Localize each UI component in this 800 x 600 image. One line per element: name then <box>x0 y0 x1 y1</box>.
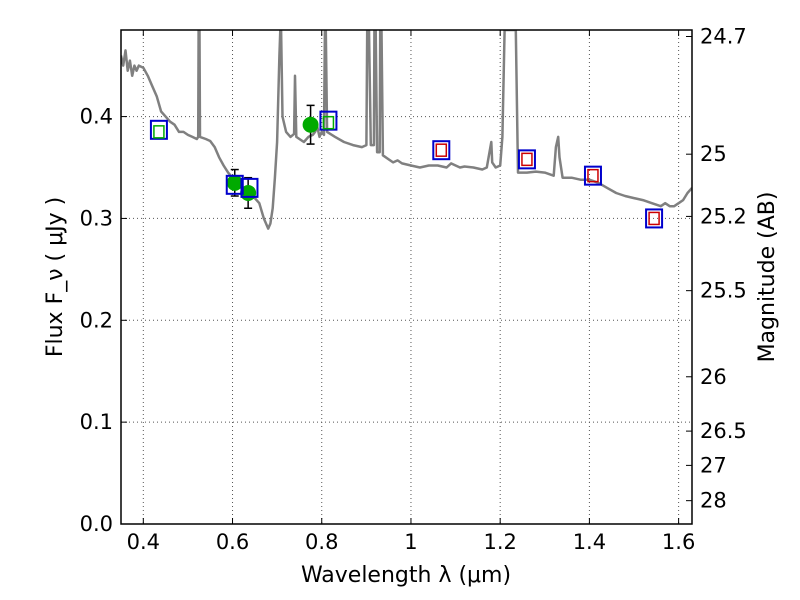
y2-tick-label: 28 <box>700 489 727 513</box>
model-photometry-square <box>583 165 602 186</box>
y2-tick-label: 27 <box>700 453 727 477</box>
photometry-inner-square <box>648 211 660 226</box>
photometry-inner-square <box>435 143 448 157</box>
observed-point <box>226 174 243 191</box>
model-photometry-square <box>432 140 451 161</box>
y-tick-label: 0.3 <box>80 206 113 230</box>
y2-tick-label: 26.5 <box>700 419 747 443</box>
x-axis-label: Wavelength λ (μm) <box>301 563 511 588</box>
model-photometry-square <box>645 208 664 229</box>
x-tick-label: 0.6 <box>216 530 249 554</box>
photometry-inner-square <box>587 168 599 183</box>
model-photometry-square <box>517 149 536 170</box>
y-tick-label: 0.1 <box>80 410 113 434</box>
y2-tick-label: 26 <box>700 365 727 389</box>
y-tick-label: 0.2 <box>80 308 113 332</box>
x-tick-label: 1.6 <box>662 530 695 554</box>
plot-frame <box>120 29 693 525</box>
y2-tick-label: 24.7 <box>700 24 747 48</box>
model-photometry-square <box>149 119 168 140</box>
y-tick-label: 0.4 <box>80 105 113 129</box>
photometry-inner-square <box>153 125 165 139</box>
y2-tick-label: 25.5 <box>700 279 747 303</box>
axis-ticks: 0.4 0.6 0.8 1 1.2 1.4 1.6 0.0 0.1 0.2 0.3 0.4 24.7 25… <box>80 24 747 554</box>
photometry-inner-square <box>521 152 533 167</box>
observed-point <box>302 116 319 133</box>
model-photometry-square <box>240 177 259 198</box>
model-photometry-square <box>225 174 244 195</box>
y2-axis-label: Magnitude (AB) <box>755 192 780 363</box>
x-tick-label: 0.4 <box>127 530 160 554</box>
photometry-inner-square <box>322 115 335 130</box>
x-tick-label: 1 <box>404 530 417 554</box>
plot-area <box>121 30 692 230</box>
y2-tick-label: 25.2 <box>700 204 747 228</box>
x-tick-label: 1.2 <box>483 530 516 554</box>
model-photometry-square <box>319 110 338 131</box>
x-tick-label: 0.8 <box>305 530 338 554</box>
y-tick-label: 0.0 <box>80 512 113 536</box>
model-sed-line <box>121 30 692 230</box>
y2-tick-label: 25 <box>700 142 727 166</box>
y-axis-label: Flux F_ν ( μJy ) <box>43 197 68 357</box>
x-tick-label: 1.4 <box>573 530 606 554</box>
